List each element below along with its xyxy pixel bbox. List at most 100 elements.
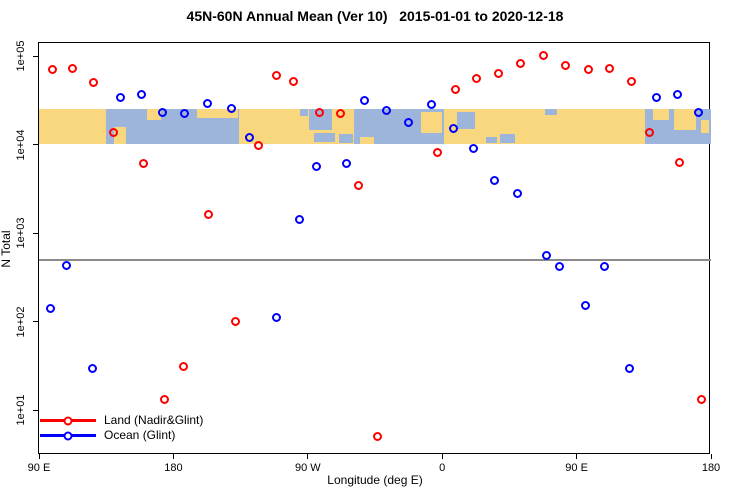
y-tick-label: 1e+04 <box>15 129 27 160</box>
data-point-ocean <box>311 161 321 171</box>
y-tick-label: 1e+02 <box>15 306 27 337</box>
x-tick <box>38 454 40 459</box>
data-point-land <box>289 76 299 86</box>
map-band-lake <box>545 108 558 116</box>
data-point-ocean <box>226 104 236 114</box>
map-band-island <box>360 136 374 145</box>
map-band-island <box>197 108 238 118</box>
threshold-line <box>39 258 711 261</box>
x-tick <box>576 454 578 459</box>
legend-label-ocean: Ocean (Glint) <box>104 428 176 443</box>
y-tick-label: 1e+01 <box>15 394 27 426</box>
data-point-land <box>604 64 614 74</box>
data-point-land <box>204 210 214 220</box>
data-point-land <box>271 71 281 81</box>
y-tick <box>33 409 38 411</box>
data-point-ocean <box>202 98 212 108</box>
data-point-ocean <box>694 107 704 117</box>
data-point-land <box>89 77 99 87</box>
data-point-ocean <box>359 96 369 106</box>
x-tick <box>172 454 174 459</box>
y-tick <box>33 321 38 322</box>
data-point-land <box>253 141 263 151</box>
ocean-circle-icon <box>63 431 73 441</box>
land-marker-icon <box>40 416 96 426</box>
x-tick <box>441 454 443 459</box>
data-point-ocean <box>625 364 635 374</box>
data-point-land <box>335 109 345 119</box>
legend-label-land: Land (Nadir&Glint) <box>104 413 204 428</box>
y-tick <box>33 232 38 234</box>
data-point-land <box>108 128 118 138</box>
data-point-land <box>373 431 383 441</box>
y-tick-label: 1e+05 <box>15 40 27 72</box>
map-band-island <box>700 120 710 133</box>
x-tick <box>307 454 309 459</box>
data-point-land <box>697 395 707 405</box>
data-point-land <box>178 361 188 371</box>
land-circle-icon <box>63 416 73 426</box>
data-point-ocean <box>404 118 414 128</box>
map-band-island <box>652 108 670 121</box>
data-point-ocean <box>295 215 305 225</box>
data-point-ocean <box>449 124 459 134</box>
data-point-ocean <box>426 100 436 110</box>
data-point-ocean <box>137 90 147 100</box>
map-band-lake <box>485 136 498 144</box>
data-point-land <box>471 74 481 84</box>
x-tick-label: 0 <box>439 462 446 474</box>
x-tick-label: 90 E <box>565 462 588 474</box>
data-point-ocean <box>46 303 56 313</box>
data-point-ocean <box>180 109 190 119</box>
map-band-island <box>673 108 697 131</box>
data-point-ocean <box>271 312 281 322</box>
data-point-land <box>47 65 57 75</box>
data-point-ocean <box>600 262 610 272</box>
data-point-ocean <box>244 132 254 142</box>
data-point-ocean <box>62 261 72 271</box>
legend: Land (Nadir&Glint) Ocean (Glint) <box>40 413 203 443</box>
data-point-land <box>583 64 593 74</box>
data-point-land <box>231 316 241 326</box>
data-point-ocean <box>652 92 662 102</box>
data-point-land <box>644 128 654 138</box>
y-tick-label: 1e+03 <box>15 217 27 249</box>
x-tick <box>710 454 712 459</box>
data-point-land <box>494 68 504 78</box>
data-point-land <box>432 148 442 158</box>
y-tick <box>33 55 38 57</box>
map-band-lake <box>300 108 308 117</box>
data-point-ocean <box>513 188 523 198</box>
data-point-land <box>561 61 571 71</box>
map-band-lake <box>313 132 335 143</box>
data-point-ocean <box>673 90 683 100</box>
y-axis-title: N Total <box>0 230 13 268</box>
data-point-land <box>538 51 548 61</box>
data-point-ocean <box>468 144 478 154</box>
data-point-ocean <box>116 92 126 102</box>
ocean-marker-icon <box>40 431 96 441</box>
data-point-ocean <box>489 175 499 185</box>
data-point-land <box>68 64 78 74</box>
data-point-land <box>314 107 324 117</box>
x-tick-label: 180 <box>164 462 183 474</box>
data-point-land <box>516 59 526 69</box>
map-band-lake <box>339 134 353 144</box>
data-point-ocean <box>555 262 565 272</box>
legend-item-ocean: Ocean (Glint) <box>40 428 203 443</box>
data-point-land <box>159 395 169 405</box>
map-band-lake <box>500 134 516 144</box>
map-band-island <box>113 126 126 145</box>
data-point-land <box>353 181 363 191</box>
data-point-ocean <box>158 107 168 117</box>
chart-title: 45N-60N Annual Mean (Ver 10) 2015-01-01 … <box>186 8 564 24</box>
y-tick <box>33 144 38 145</box>
x-tick-label: 180 <box>701 462 721 474</box>
data-point-ocean <box>541 251 551 261</box>
data-point-land <box>450 85 460 95</box>
data-point-ocean <box>87 364 97 374</box>
data-point-land <box>626 76 636 86</box>
x-axis-title: Longitude (deg E) <box>327 473 423 487</box>
x-tick-label: 90 E <box>27 462 51 474</box>
